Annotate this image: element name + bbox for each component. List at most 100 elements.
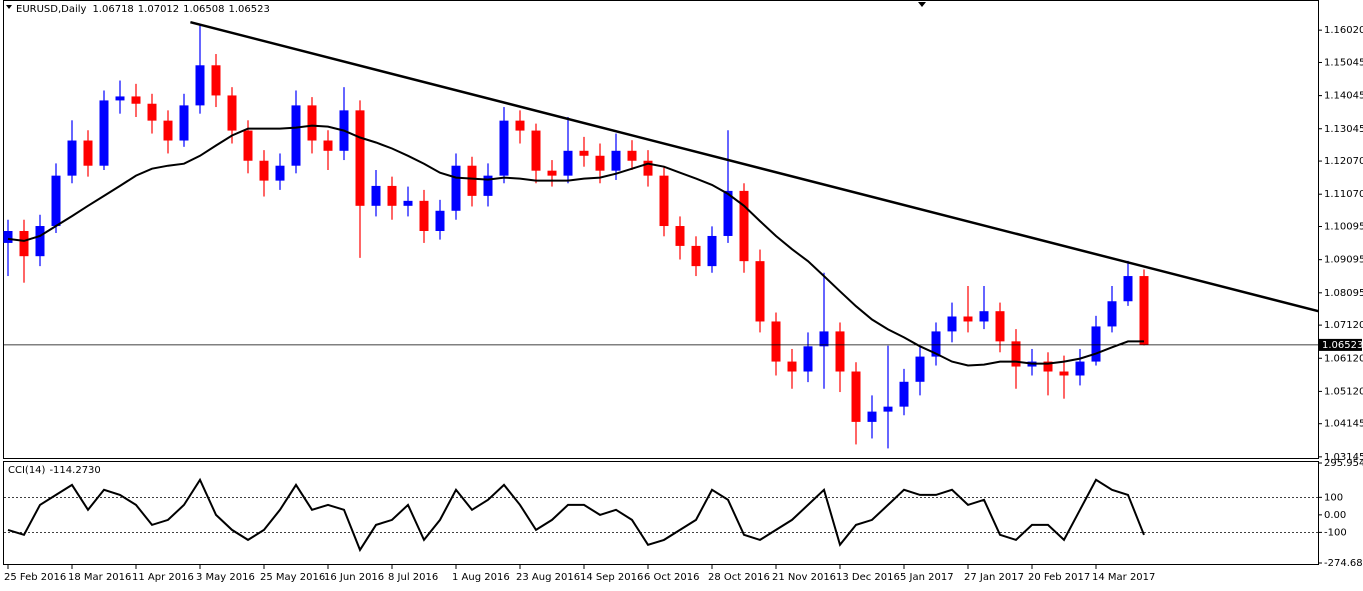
cci-line: [7, 477, 1145, 553]
cci-value: -114.2730: [49, 465, 100, 476]
y-tick-label: 1.14045: [1324, 91, 1363, 102]
candle-body: [915, 356, 925, 382]
cci-header: CCI(14) -114.2730: [8, 465, 101, 476]
candle-body: [371, 185, 381, 206]
x-tick-label: 18 Mar 2016: [68, 572, 131, 583]
candle-body: [963, 316, 973, 322]
candle-body: [483, 175, 493, 196]
candle-body: [115, 96, 125, 101]
x-tick-label: 21 Nov 2016: [772, 572, 836, 583]
candle-body: [1091, 326, 1101, 362]
candle-body: [83, 140, 93, 166]
candle-body: [243, 130, 253, 161]
x-tick-label: 11 Apr 2016: [132, 572, 194, 583]
moving-average: [7, 124, 1144, 367]
price-tag-label: 1.06523: [1322, 340, 1363, 351]
x-tick-label: 20 Feb 2017: [1028, 572, 1090, 583]
candle-body: [467, 165, 477, 196]
candle-body: [643, 160, 653, 176]
candle-body: [195, 65, 205, 106]
symbol: EURUSD,Daily: [16, 4, 87, 15]
candle-body: [819, 331, 829, 347]
open: 1.06718: [92, 4, 133, 15]
candle-body: [211, 65, 221, 96]
candle-body: [547, 170, 557, 176]
candle-body: [131, 96, 141, 104]
candle-body: [1043, 361, 1053, 372]
x-tick-label: 1 Aug 2016: [452, 572, 510, 583]
candle-body: [563, 150, 573, 176]
candle-body: [707, 235, 717, 267]
candle-body: [787, 361, 797, 372]
y-tick-label: 1.10095: [1324, 222, 1363, 233]
x-tick-label: 23 Aug 2016: [516, 572, 580, 583]
candle-body: [35, 226, 45, 257]
x-tick-label: 16 Jun 2016: [324, 572, 384, 583]
candle-body: [947, 316, 957, 332]
candle-body: [595, 155, 605, 171]
candle-body: [723, 190, 733, 236]
candle-body: [147, 103, 157, 121]
candle-body: [867, 411, 877, 422]
x-tick-label: 27 Jan 2017: [964, 572, 1024, 583]
candle-body: [1075, 361, 1085, 376]
y-tick-label: 1.11070: [1324, 189, 1363, 200]
candle-body: [387, 185, 397, 206]
candle-body: [451, 165, 461, 211]
candle-body: [1059, 371, 1069, 376]
y-tick-label: -274.6882: [1324, 558, 1363, 569]
candle-body: [659, 175, 669, 227]
candle-body: [675, 226, 685, 246]
close: 1.06523: [229, 4, 270, 15]
x-tick-label: 28 Oct 2016: [708, 572, 770, 583]
candle-body: [67, 140, 77, 176]
candle-body: [515, 120, 525, 131]
candle-body: [995, 311, 1005, 342]
y-tick-label: 1.16020: [1324, 25, 1363, 36]
candle-body: [323, 140, 333, 151]
y-tick-label: 1.04145: [1324, 419, 1363, 430]
candle-body: [835, 331, 845, 372]
y-tick-label: 1.15045: [1324, 57, 1363, 68]
candle-body: [51, 175, 61, 227]
candle-body: [291, 105, 301, 166]
candle-body: [179, 105, 189, 141]
candle-body: [355, 110, 365, 206]
candle-body: [883, 406, 893, 412]
trendline: [190, 20, 1319, 313]
x-tick-label: 13 Dec 2016: [836, 572, 900, 583]
candle-body: [1139, 276, 1149, 345]
symbol-icon: [6, 5, 12, 9]
y-tick-label: 1.07120: [1324, 320, 1363, 331]
x-tick-label: 8 Jul 2016: [388, 572, 438, 583]
candle-body: [403, 200, 413, 206]
cci-title: CCI(14): [8, 465, 46, 476]
candle-body: [1123, 276, 1133, 302]
x-tick-label: 25 Feb 2016: [4, 572, 66, 583]
candle-body: [899, 381, 909, 407]
candle-body: [499, 120, 509, 176]
candle-body: [979, 311, 989, 322]
candle-body: [163, 120, 173, 141]
y-tick-label: 1.13045: [1324, 124, 1363, 135]
candle-body: [3, 230, 13, 243]
candle-body: [531, 130, 541, 171]
main-pane: [3, 0, 1319, 459]
y-tick-label: 1.08095: [1324, 288, 1363, 299]
y-tick-label: 1.12070: [1324, 156, 1363, 167]
candle-body: [931, 331, 941, 357]
header: EURUSD,Daily 1.06718 1.07012 1.06508 1.06523: [16, 4, 270, 15]
y-tick-label: 100: [1324, 492, 1343, 503]
y-tick-label: 0.00: [1324, 510, 1346, 521]
x-tick-label: 5 Jan 2017: [900, 572, 954, 583]
x-tick-label: 3 May 2016: [196, 572, 255, 583]
candle-body: [19, 230, 29, 257]
candle-body: [771, 321, 781, 362]
candle-body: [611, 150, 621, 171]
candle-body: [579, 150, 589, 156]
y-tick-label: 1.06120: [1324, 353, 1363, 364]
cci-pane: [3, 461, 1319, 565]
shift-marker: [918, 2, 926, 7]
